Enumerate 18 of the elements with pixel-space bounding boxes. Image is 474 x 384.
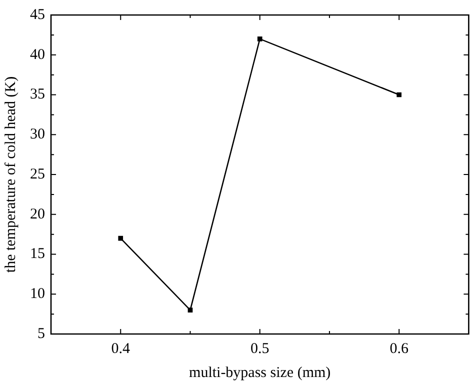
y-tick-label: 45	[30, 6, 45, 23]
y-tick-label: 15	[30, 246, 45, 262]
point	[188, 308, 193, 312]
x-tick-label: 0.5	[250, 340, 270, 357]
y-tick-label: 40	[30, 46, 45, 63]
y-tick-label: 25	[30, 166, 45, 182]
point	[396, 92, 402, 98]
x-tick-label: 0.4	[111, 340, 130, 357]
y-axis-title: the temperature of cold head (K)	[2, 76, 19, 273]
y-tick-label: 5	[38, 326, 45, 342]
point	[118, 236, 124, 241]
x-tick-label: 0.6	[390, 340, 409, 357]
y-tick-label: 20	[30, 206, 45, 222]
x-axis-title: multi-bypass size (mm)	[189, 364, 331, 381]
y-tick-label: 30	[30, 126, 45, 143]
y-tick-label: 35	[30, 86, 45, 103]
point	[257, 36, 262, 42]
y-tick-label: 10	[30, 286, 45, 302]
